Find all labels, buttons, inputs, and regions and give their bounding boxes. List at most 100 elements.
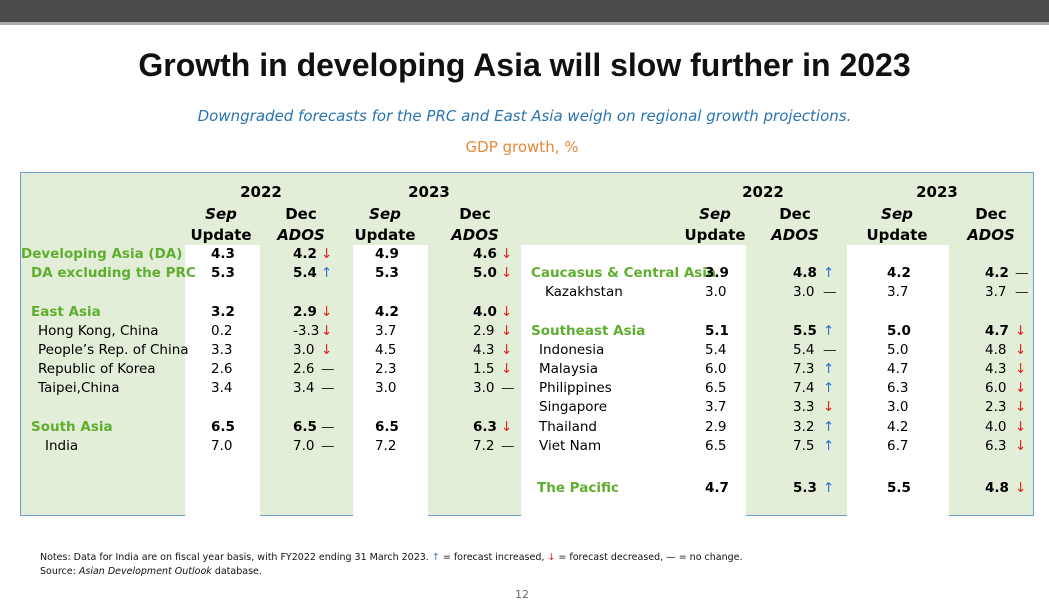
value-2022-sep: 3.7 xyxy=(705,399,727,415)
value-2023-dec: 5.0 xyxy=(473,265,497,281)
value-2022-sep: 0.2 xyxy=(211,323,233,339)
row-label: Hong Kong, China xyxy=(38,323,159,339)
value-2022-dec: 4.8 xyxy=(793,265,817,281)
right-col-2023-sep-bg xyxy=(847,245,949,517)
value-2022-dec: 5.4 xyxy=(293,265,317,281)
right-2023-sep-update-header: Sep Update xyxy=(859,204,935,246)
arrow-down-icon: ↓ xyxy=(1015,380,1027,396)
value-2022-dec: 7.5 xyxy=(793,438,815,454)
left-year-2022: 2022 xyxy=(240,183,282,201)
value-2023-dec: 3.0 xyxy=(473,380,495,396)
value-2023-dec: 4.6 xyxy=(473,246,497,262)
value-2022-sep: 4.3 xyxy=(211,246,235,262)
value-2022-dec: 3.4 xyxy=(293,380,315,396)
arrow-up-icon: ↑ xyxy=(823,380,835,396)
value-2023-dec: 4.2 xyxy=(985,265,1009,281)
value-2023-sep: 5.5 xyxy=(887,480,911,496)
gdp-growth-table: 2022 2023 2022 2023 Sep Update Dec ADOS Se… xyxy=(20,172,1034,517)
arrow-down-icon: ↓ xyxy=(321,246,333,262)
arrow-down-icon: ↓ xyxy=(1015,342,1027,358)
arrow-down-icon: ↓ xyxy=(501,361,513,377)
unit-label: GDP growth, % xyxy=(465,138,579,156)
value-2023-sep: 3.7 xyxy=(887,284,909,300)
row-label: DA excluding the PRC xyxy=(31,265,196,281)
value-2022-dec: 4.2 xyxy=(293,246,317,262)
no-change-icon: — xyxy=(501,380,515,396)
value-2022-sep: 6.5 xyxy=(705,380,727,396)
arrow-down-icon: ↓ xyxy=(501,342,513,358)
arrow-down-icon: ↓ xyxy=(321,342,333,358)
value-2022-dec: 3.0 xyxy=(293,342,315,358)
left-year-2023: 2023 xyxy=(408,183,450,201)
source-suffix: database. xyxy=(214,566,262,577)
window-top-bar xyxy=(0,0,1049,25)
arrow-down-icon: ↓ xyxy=(501,265,513,281)
row-label: Kazakhstan xyxy=(545,284,623,300)
arrow-down-icon: ↓ xyxy=(1015,438,1027,454)
left-2023-dec-ados-header: Dec ADOS xyxy=(437,204,513,246)
arrow-down-icon: ↓ xyxy=(501,323,513,339)
right-2022-sep-update-header: Sep Update xyxy=(677,204,753,246)
page-subtitle: Downgraded forecasts for the PRC and Eas… xyxy=(197,107,852,125)
row-label: Viet Nam xyxy=(539,438,602,454)
left-col-2022-sep-bg xyxy=(185,245,260,517)
value-2022-dec: 5.5 xyxy=(793,323,817,339)
arrow-up-icon: ↑ xyxy=(823,265,835,281)
value-2023-dec: 3.7 xyxy=(985,284,1007,300)
left-2023-sep-update-header: Sep Update xyxy=(347,204,423,246)
notes-down-label: = forecast decreased, xyxy=(558,552,664,563)
source-name: Asian Development Outlook xyxy=(78,566,212,577)
value-2023-dec: 4.7 xyxy=(985,323,1009,339)
value-2023-dec: 4.3 xyxy=(473,342,495,358)
arrow-down-icon: ↓ xyxy=(1015,480,1027,496)
row-label: Caucasus & Central Asia xyxy=(531,265,717,281)
value-2023-dec: 4.3 xyxy=(985,361,1007,377)
header-sep: Sep xyxy=(369,205,401,223)
no-change-icon: — xyxy=(823,342,837,358)
no-change-icon: — xyxy=(321,419,335,435)
value-2022-sep: 5.1 xyxy=(705,323,729,339)
notes-flat-label: = no change. xyxy=(678,552,743,563)
header-sep: Sep xyxy=(881,205,913,223)
value-2023-dec: 2.3 xyxy=(985,399,1007,415)
value-2022-sep: 6.5 xyxy=(705,438,727,454)
value-2022-sep: 2.6 xyxy=(211,361,233,377)
value-2023-sep: 6.3 xyxy=(887,380,909,396)
value-2022-dec: 3.3 xyxy=(793,399,815,415)
arrow-down-icon: ↓ xyxy=(501,246,513,262)
value-2022-dec: -3.3 xyxy=(293,323,320,339)
value-2023-dec: 6.0 xyxy=(985,380,1007,396)
value-2022-sep: 2.9 xyxy=(705,419,727,435)
arrow-up-icon: ↑ xyxy=(823,419,835,435)
header-ados: ADOS xyxy=(277,226,325,244)
value-2023-dec: 7.2 xyxy=(473,438,495,454)
value-2023-dec: 1.5 xyxy=(473,361,495,377)
arrow-down-icon: ↓ xyxy=(1015,361,1027,377)
left-col-2023-sep-bg xyxy=(353,245,428,517)
right-2022-dec-ados-header: Dec ADOS xyxy=(757,204,833,246)
no-change-icon: — xyxy=(823,284,837,300)
header-sep: Sep xyxy=(699,205,731,223)
value-2022-dec: 5.3 xyxy=(793,480,817,496)
value-2022-dec: 7.4 xyxy=(793,380,815,396)
header-ados: ADOS xyxy=(967,226,1015,244)
value-2022-sep: 7.0 xyxy=(211,438,233,454)
left-2022-dec-ados-header: Dec ADOS xyxy=(263,204,339,246)
header-update: Update xyxy=(684,226,746,244)
value-2022-sep: 3.2 xyxy=(211,304,235,320)
row-label: Philippines xyxy=(539,380,612,396)
value-2023-dec: 2.9 xyxy=(473,323,495,339)
right-2023-dec-ados-header: Dec ADOS xyxy=(953,204,1029,246)
no-change-icon: — xyxy=(1015,265,1029,281)
right-col-2022-sep-bg xyxy=(685,245,746,517)
value-2022-sep: 3.0 xyxy=(705,284,727,300)
value-2023-sep: 4.2 xyxy=(887,419,909,435)
left-2022-sep-update-header: Sep Update xyxy=(183,204,259,246)
arrow-down-icon: ↓ xyxy=(321,304,333,320)
row-label: People’s Rep. of China xyxy=(38,342,189,358)
row-label: East Asia xyxy=(31,304,101,320)
row-label: Developing Asia (DA) xyxy=(21,246,183,262)
value-2023-sep: 4.2 xyxy=(887,265,911,281)
value-2023-dec: 6.3 xyxy=(985,438,1007,454)
value-2022-sep: 3.3 xyxy=(211,342,233,358)
